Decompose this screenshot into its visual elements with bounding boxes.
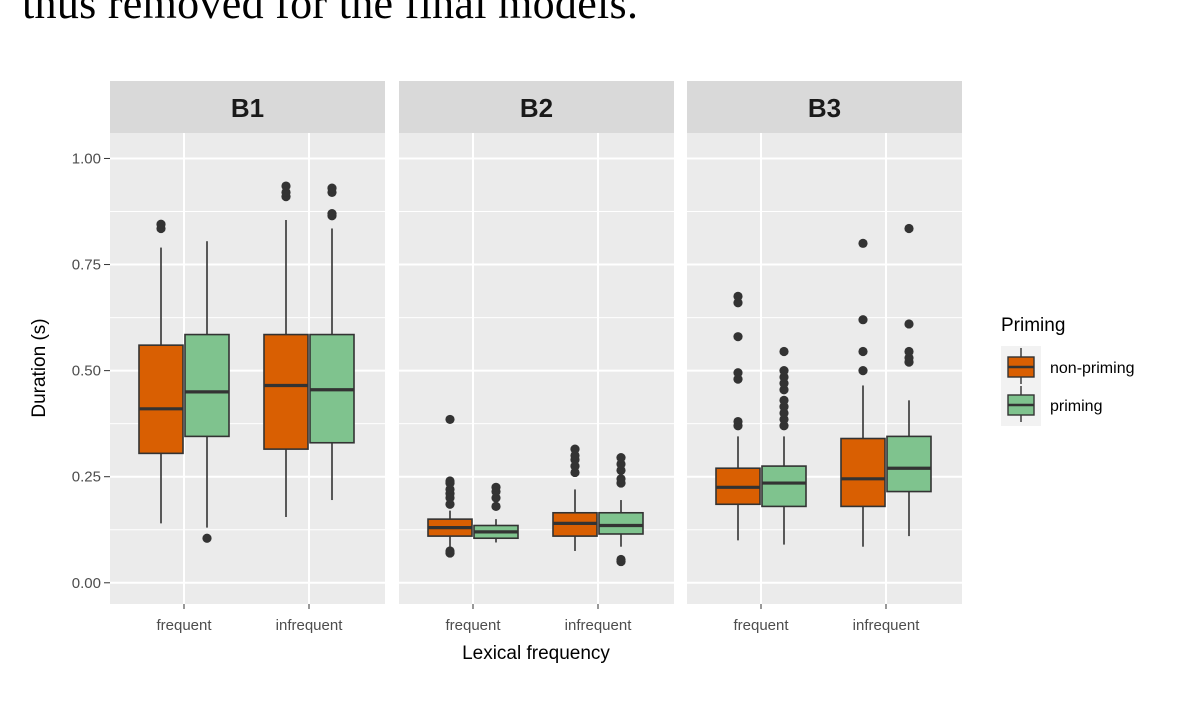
outlier-point bbox=[491, 493, 501, 503]
x-axis-title: Lexical frequency bbox=[462, 643, 610, 664]
y-tick-label: 0.75 bbox=[72, 257, 101, 274]
outlier-point bbox=[779, 408, 789, 418]
panel-b3: B3 bbox=[687, 81, 962, 604]
outlier-point bbox=[733, 332, 743, 342]
legend: Priming non-priming priming bbox=[1001, 315, 1134, 426]
legend-label: non-priming bbox=[1050, 360, 1134, 377]
outlier-point bbox=[733, 416, 743, 427]
strip-b1 bbox=[110, 81, 385, 133]
y-axis: 0.00 0.25 0.50 0.75 1.00 bbox=[72, 150, 110, 592]
box-b1-frequent-priming bbox=[184, 241, 230, 543]
outlier-point bbox=[904, 353, 914, 363]
outlier-point bbox=[491, 501, 501, 512]
outlier-point bbox=[616, 554, 626, 565]
x-tick-label: infrequent bbox=[565, 617, 633, 634]
box-b3-infrequent-non-priming bbox=[840, 238, 886, 547]
facet-panels: B1 B2 B3 bbox=[110, 81, 962, 604]
outlier-point bbox=[570, 450, 580, 461]
box-b1-infrequent-priming bbox=[309, 183, 355, 501]
box-b1-frequent-non-priming bbox=[138, 219, 184, 524]
outlier-point bbox=[779, 414, 789, 425]
outlier-point bbox=[616, 453, 626, 463]
outlier-point bbox=[733, 291, 743, 301]
outlier-point bbox=[779, 402, 789, 412]
box-iqr bbox=[761, 465, 807, 508]
outlier-point bbox=[858, 346, 868, 357]
box-b2-infrequent-priming bbox=[598, 453, 644, 567]
outlier-point bbox=[570, 444, 580, 454]
outlier-point bbox=[616, 459, 626, 469]
outlier-point bbox=[202, 533, 212, 543]
box-b2-infrequent-non-priming bbox=[552, 444, 598, 551]
outlier-point bbox=[904, 223, 914, 234]
box-iqr bbox=[840, 437, 886, 508]
box-b2-frequent-non-priming bbox=[427, 414, 473, 558]
outlier-point bbox=[327, 209, 337, 219]
outlier-point bbox=[779, 385, 789, 395]
box-b1-infrequent-non-priming bbox=[263, 181, 309, 518]
y-tick-label: 0.50 bbox=[72, 363, 101, 380]
outlier-point bbox=[616, 465, 626, 475]
outlier-point bbox=[858, 238, 868, 248]
box-iqr bbox=[138, 344, 184, 455]
y-tick-label: 1.00 bbox=[72, 150, 101, 167]
box-iqr bbox=[886, 435, 932, 493]
outlier-point bbox=[445, 414, 455, 425]
x-axis: frequent infrequent frequent infrequent freq… bbox=[156, 604, 920, 634]
outlier-point bbox=[156, 219, 166, 229]
outlier-point bbox=[779, 366, 789, 376]
legend-entry-priming: priming bbox=[1007, 386, 1102, 422]
box-b3-frequent-priming bbox=[761, 346, 807, 545]
outlier-point bbox=[779, 395, 789, 405]
outlier-point bbox=[858, 315, 868, 325]
box-b2-frequent-priming bbox=[473, 482, 519, 543]
outlier-point bbox=[904, 346, 914, 357]
x-tick-label: infrequent bbox=[853, 617, 921, 634]
box-iqr bbox=[598, 511, 644, 535]
outlier-point bbox=[445, 484, 455, 495]
outlier-point bbox=[616, 474, 626, 484]
legend-title: Priming bbox=[1001, 315, 1065, 336]
header-text: thus removed for the final models. bbox=[22, 0, 639, 28]
outlier-point bbox=[281, 181, 291, 191]
strip-b3 bbox=[687, 81, 962, 133]
outlier-point bbox=[779, 346, 789, 357]
outlier-point bbox=[570, 467, 580, 478]
outlier-point bbox=[491, 482, 501, 492]
legend-entry-non-priming: non-priming bbox=[1007, 348, 1134, 384]
x-tick-label: frequent bbox=[445, 617, 501, 634]
box-iqr bbox=[184, 333, 230, 438]
strip-label: B3 bbox=[808, 93, 841, 123]
panel-background bbox=[687, 133, 962, 604]
box-b3-infrequent-priming bbox=[886, 223, 932, 537]
outlier-point bbox=[445, 499, 455, 509]
outlier-point bbox=[327, 183, 337, 193]
outlier-point bbox=[779, 421, 789, 431]
outlier-point bbox=[281, 187, 291, 198]
x-tick-label: frequent bbox=[733, 617, 789, 634]
outlier-point bbox=[904, 319, 914, 329]
outlier-point bbox=[733, 368, 743, 378]
outlier-point bbox=[779, 372, 789, 382]
strip-label: B1 bbox=[231, 93, 264, 123]
legend-label: priming bbox=[1050, 398, 1102, 415]
y-tick-label: 0.25 bbox=[72, 469, 101, 486]
outlier-point bbox=[779, 378, 789, 388]
x-tick-label: frequent bbox=[156, 617, 212, 634]
outlier-point bbox=[733, 298, 743, 308]
box-iqr bbox=[263, 333, 309, 450]
x-tick-label: infrequent bbox=[276, 617, 344, 634]
box-b3-frequent-non-priming bbox=[715, 291, 761, 541]
outlier-point bbox=[445, 476, 455, 486]
outlier-point bbox=[858, 366, 868, 376]
y-tick-label: 0.00 bbox=[72, 575, 101, 592]
outlier-point bbox=[570, 461, 580, 471]
strip-b2 bbox=[399, 81, 674, 133]
y-axis-title: Duration (s) bbox=[29, 318, 50, 417]
strip-label: B2 bbox=[520, 93, 553, 123]
outlier-point bbox=[445, 546, 455, 556]
panel-b2: B2 bbox=[399, 81, 674, 604]
outlier-point bbox=[733, 374, 743, 384]
